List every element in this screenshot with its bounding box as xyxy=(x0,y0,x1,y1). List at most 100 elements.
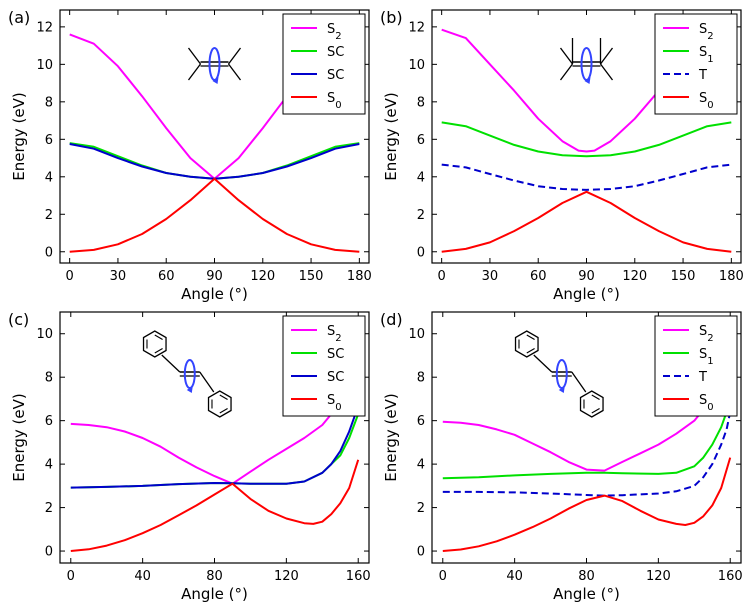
y-tick-label: 10 xyxy=(408,58,425,73)
series-line-2 xyxy=(69,143,360,180)
legend-entry: SC xyxy=(327,370,344,385)
x-tick-label: 60 xyxy=(530,269,547,284)
x-axis-label: Angle (°) xyxy=(181,585,248,603)
x-tick-label: 160 xyxy=(718,569,743,584)
y-tick-label: 4 xyxy=(45,458,53,473)
x-tick-label: 120 xyxy=(250,269,275,284)
x-tick-label: 180 xyxy=(347,269,372,284)
x-tick-label: 0 xyxy=(66,269,74,284)
y-tick-label: 4 xyxy=(45,170,53,185)
y-axis-label: Energy (eV) xyxy=(382,393,400,481)
y-tick-label: 10 xyxy=(408,327,425,342)
legend: S2 SC SC S0 xyxy=(282,315,366,417)
x-axis-label: Angle (°) xyxy=(553,285,620,303)
y-tick-label: 6 xyxy=(417,133,425,148)
legend-entry: S1 xyxy=(699,45,714,65)
y-tick-label: 0 xyxy=(417,245,425,260)
panel-c: 0 40 80 120 160 0 2 4 6 8 10 Angle (°) Energy (eV) (c… xyxy=(8,310,371,603)
molecule-icon-stilbene-twist-icon xyxy=(514,330,604,418)
series-line-2 xyxy=(442,411,732,497)
legend-entry: S2 xyxy=(327,22,342,42)
y-tick-label: 2 xyxy=(417,208,425,223)
y-tick-label: 8 xyxy=(417,371,425,386)
legend-entry: SC xyxy=(327,347,344,362)
series-line-3 xyxy=(442,457,732,552)
x-tick-label: 80 xyxy=(578,569,595,584)
y-axis-label: Energy (eV) xyxy=(382,92,400,180)
legend-entry: S2 xyxy=(327,324,342,344)
series-line-3 xyxy=(441,190,732,253)
legend-entry: S2 xyxy=(699,324,714,344)
y-tick-label: 2 xyxy=(45,208,53,223)
x-tick-label: 60 xyxy=(158,269,175,284)
legend-entry: T xyxy=(698,68,707,83)
x-tick-label: 120 xyxy=(622,269,647,284)
legend-entry: S0 xyxy=(327,91,342,111)
x-tick-label: 40 xyxy=(506,569,523,584)
x-tick-label: 150 xyxy=(299,269,324,284)
y-tick-label: 4 xyxy=(417,170,425,185)
legend-entry: S0 xyxy=(699,91,714,111)
x-tick-label: 30 xyxy=(482,269,499,284)
molecule-icon-ethylene-twist-icon xyxy=(187,47,242,84)
y-axis-label: Energy (eV) xyxy=(10,393,28,481)
molecule-icon-stilbene-twist-icon xyxy=(142,330,232,418)
y-tick-label: 4 xyxy=(417,458,425,473)
series-line-3 xyxy=(70,459,360,552)
series-line-1 xyxy=(69,142,360,180)
y-tick-label: 8 xyxy=(45,95,53,110)
legend-entry: S2 xyxy=(699,22,714,42)
panel-d: 0 40 80 120 160 0 2 4 6 8 10 Angle (°) Energy (eV) (d… xyxy=(380,310,743,603)
x-tick-label: 30 xyxy=(110,269,127,284)
x-tick-label: 40 xyxy=(134,569,151,584)
x-tick-label: 90 xyxy=(578,269,595,284)
x-tick-label: 0 xyxy=(439,569,447,584)
legend: S2 S1 T S0 xyxy=(654,13,738,115)
x-tick-label: 0 xyxy=(67,569,75,584)
series-line-2 xyxy=(70,400,360,489)
y-tick-label: 6 xyxy=(45,414,53,429)
y-tick-label: 8 xyxy=(417,95,425,110)
panel-label: (c) xyxy=(8,310,29,329)
legend-entry: SC xyxy=(327,45,344,60)
legend-entry: T xyxy=(698,370,707,385)
y-tick-label: 0 xyxy=(45,545,53,560)
x-tick-label: 150 xyxy=(671,269,696,284)
x-tick-label: 120 xyxy=(646,569,671,584)
y-tick-label: 0 xyxy=(45,245,53,260)
y-axis-label: Energy (eV) xyxy=(10,92,28,180)
y-tick-label: 6 xyxy=(45,133,53,148)
y-tick-label: 12 xyxy=(36,20,53,35)
y-tick-label: 2 xyxy=(417,501,425,516)
y-tick-label: 6 xyxy=(417,414,425,429)
molecule-icon-tetramethylethylene-twist-icon xyxy=(559,38,614,84)
x-tick-label: 160 xyxy=(346,569,371,584)
series-line-1 xyxy=(442,394,732,480)
series-line-2 xyxy=(441,163,732,191)
y-tick-label: 2 xyxy=(45,501,53,516)
panel-a: 0 30 60 90 120 150 180 0 2 4 6 8 10 12 Angle (°) Energy… xyxy=(8,8,372,303)
x-axis-label: Angle (°) xyxy=(553,585,620,603)
series-line-3 xyxy=(69,177,360,253)
legend: S2 S1 T S0 xyxy=(654,315,738,417)
panel-label: (b) xyxy=(380,8,403,27)
legend-entry: S1 xyxy=(699,347,714,367)
x-axis-label: Angle (°) xyxy=(181,285,248,303)
y-tick-label: 10 xyxy=(36,58,53,73)
y-tick-label: 8 xyxy=(45,371,53,386)
legend-entry: S0 xyxy=(327,393,342,413)
y-tick-label: 0 xyxy=(417,545,425,560)
y-tick-label: 12 xyxy=(408,20,425,35)
x-tick-label: 120 xyxy=(274,569,299,584)
legend-entry: SC xyxy=(327,68,344,83)
legend-box xyxy=(282,315,366,417)
x-tick-label: 80 xyxy=(206,569,223,584)
panel-label: (a) xyxy=(8,8,30,27)
y-tick-label: 10 xyxy=(36,327,53,342)
x-tick-label: 90 xyxy=(206,269,223,284)
panel-b: 0 30 60 90 120 150 180 0 2 4 6 8 10 12 Angle (°) Energy… xyxy=(380,8,744,303)
legend-entry: S0 xyxy=(699,393,714,413)
x-tick-label: 0 xyxy=(438,269,446,284)
x-tick-label: 180 xyxy=(719,269,744,284)
